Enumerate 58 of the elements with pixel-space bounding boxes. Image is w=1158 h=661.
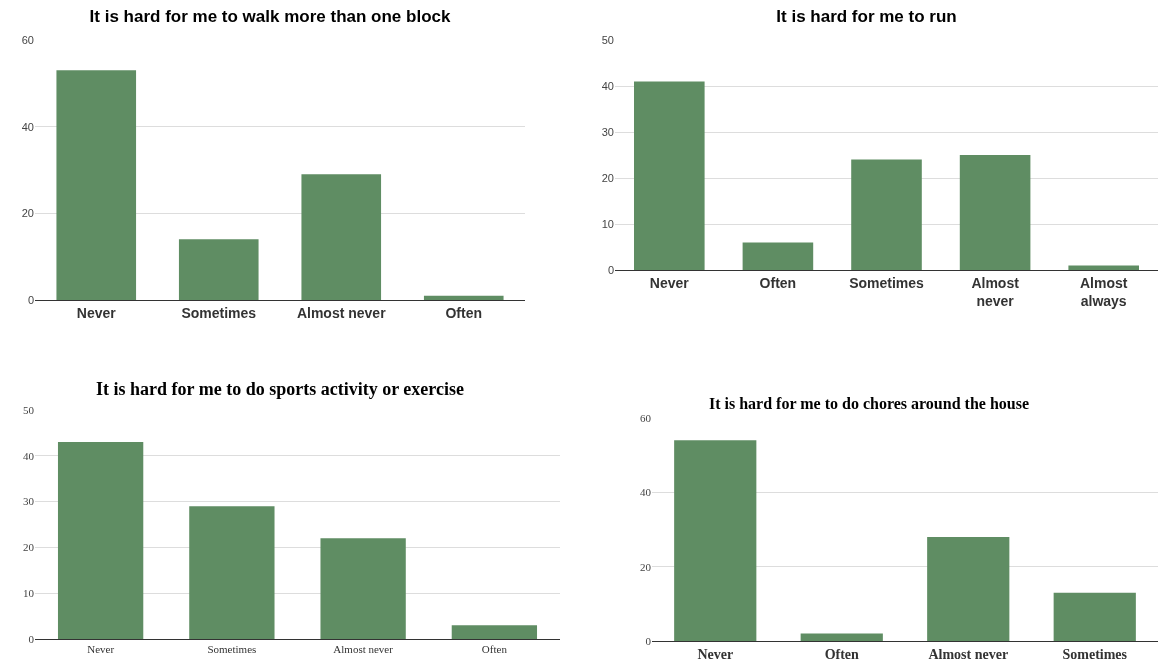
x-tick-label: Never — [649, 274, 690, 291]
x-tick-label: Sometimes — [849, 274, 925, 291]
bar — [320, 538, 406, 639]
bar — [423, 295, 504, 300]
x-tick-label: Almost never — [296, 304, 387, 321]
x-tick-label: Often — [824, 646, 860, 661]
bar — [742, 242, 814, 270]
bar — [178, 239, 259, 300]
bar — [674, 440, 757, 641]
chart-title: It is hard for me to do sports activity or exercise — [96, 378, 464, 399]
y-tick-label: 60 — [640, 411, 652, 424]
y-tick-label: 0 — [28, 632, 35, 645]
y-tick-label: 0 — [27, 293, 34, 306]
x-tick-label: Almost never — [928, 646, 1009, 661]
y-tick-label: 20 — [640, 560, 652, 573]
y-tick-label: 0 — [645, 634, 652, 647]
y-tick-label: 10 — [23, 587, 35, 600]
bar — [56, 70, 137, 300]
y-tick-label: 20 — [21, 207, 34, 220]
y-tick-label: 50 — [23, 403, 35, 416]
y-tick-label: 40 — [640, 486, 652, 499]
x-tick-label: Sometimes — [1062, 646, 1128, 661]
x-tick-label: Often — [481, 643, 508, 656]
x-tick-label: Almost never — [333, 643, 394, 656]
y-tick-label: 0 — [607, 263, 614, 276]
bar — [927, 536, 1010, 641]
chart-title: It is hard for me to do chores around the house — [708, 395, 1030, 413]
chart-title: It is hard for me to run — [776, 6, 957, 26]
bar — [851, 159, 922, 270]
bar — [301, 174, 382, 300]
x-tick-label: Never — [76, 304, 117, 321]
bar — [57, 442, 144, 639]
y-tick-label: 30 — [23, 495, 35, 508]
x-tick-label: Sometimes — [207, 643, 257, 656]
bar — [1068, 265, 1139, 270]
bar — [800, 633, 883, 641]
x-tick-label: Never — [697, 646, 734, 661]
bar — [189, 506, 275, 639]
y-tick-label: 20 — [23, 541, 35, 554]
chart-title: It is hard for me to walk more than one block — [89, 6, 451, 26]
bar — [959, 155, 1031, 270]
x-tick-label: Often — [759, 274, 797, 291]
bar — [634, 81, 705, 270]
x-tick-label: Almost never — [971, 274, 1020, 309]
x-tick-label: Almost always — [1079, 274, 1128, 309]
bar — [451, 625, 538, 639]
y-tick-label: 30 — [601, 125, 614, 138]
y-tick-label: 50 — [601, 33, 614, 46]
y-tick-label: 10 — [601, 217, 614, 230]
x-tick-label: Sometimes — [181, 304, 257, 321]
y-tick-label: 20 — [601, 171, 614, 184]
y-tick-label: 60 — [21, 33, 34, 46]
bar — [1053, 592, 1136, 641]
x-tick-label: Often — [445, 304, 483, 321]
y-tick-label: 40 — [23, 449, 35, 462]
y-tick-label: 40 — [601, 79, 614, 92]
x-tick-label: Never — [87, 643, 115, 656]
y-tick-label: 40 — [21, 120, 34, 133]
